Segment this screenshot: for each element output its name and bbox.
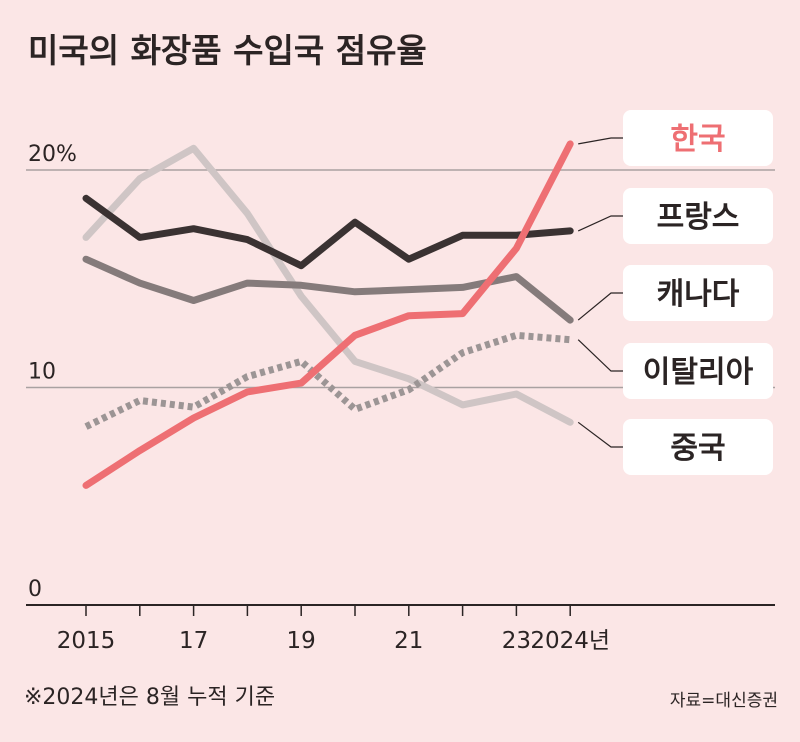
legend-box <box>623 343 773 399</box>
legend-connector <box>577 339 623 372</box>
series-lines <box>82 140 574 489</box>
legend-box <box>623 265 773 321</box>
legend-label: 프랑스 <box>657 200 740 235</box>
legend-connector <box>577 421 623 448</box>
series-line-4 <box>82 144 574 426</box>
legend-label: 이탈리아 <box>643 355 754 390</box>
legend-box <box>623 188 773 244</box>
y-tick-label: 0 <box>28 577 42 602</box>
legend-label: 중국 <box>670 431 725 466</box>
y-tick-label: 10 <box>28 360 56 385</box>
x-tick-label: 19 <box>287 628 316 654</box>
legend-connector <box>578 137 623 145</box>
series-line-3 <box>84 331 571 430</box>
series-line-1 <box>82 194 574 270</box>
legend-label: 캐나다 <box>657 277 740 312</box>
source-label: 자료=대신증권 <box>670 691 778 711</box>
legend-connector <box>577 215 623 232</box>
x-tick-label: 2024년 <box>530 628 610 654</box>
axis-ticks: 0 10 20% 2015 17 19 21 23 2024년 <box>28 142 610 654</box>
x-tick-label: 2015 <box>57 628 116 654</box>
x-tick-label: 21 <box>394 628 423 654</box>
legend-box <box>623 110 773 166</box>
y-tick-label: 20% <box>28 142 77 167</box>
x-tick-label: 23 <box>502 628 531 654</box>
legend-connector <box>577 292 623 321</box>
legend-connectors <box>577 137 623 448</box>
legend-box <box>623 419 773 475</box>
x-tick-label: 17 <box>179 628 208 654</box>
legend-label: 한국 <box>670 122 725 157</box>
chart-title: 미국의 화장품 수입국 점유율 <box>28 31 427 70</box>
series-line-0 <box>82 140 574 489</box>
footnote: ※2024년은 8월 누적 기준 <box>24 685 275 710</box>
